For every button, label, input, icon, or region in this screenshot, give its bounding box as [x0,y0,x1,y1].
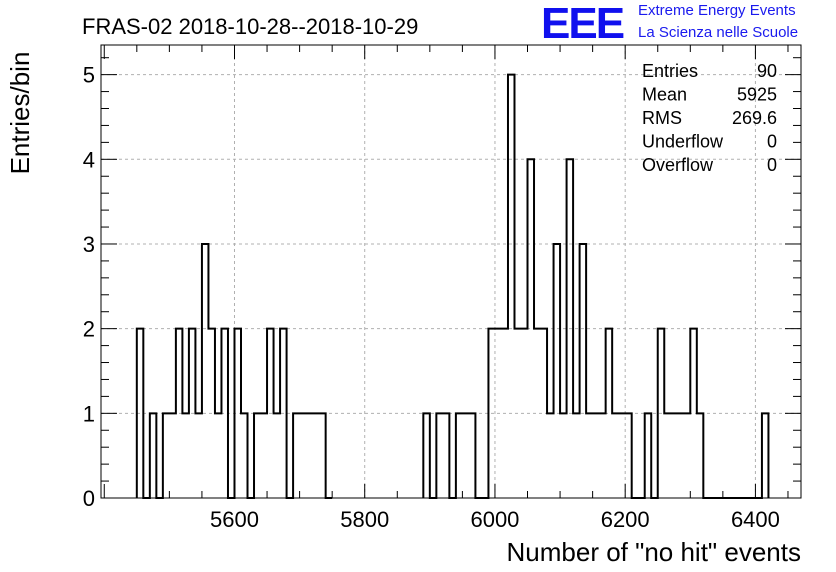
stats-value: 0 [767,132,777,152]
histogram-bin [586,413,593,498]
histogram-bin [677,413,684,498]
logo-line-1: Extreme Energy Events [638,2,796,19]
histogram-bin [606,329,613,498]
histogram-bin [241,413,248,498]
histogram-bin [189,329,196,498]
histogram-bin [514,329,521,498]
histogram-bin [150,413,157,498]
histogram-bin [261,413,268,498]
chart-title: FRAS-02 2018-10-28--2018-10-29 [82,14,418,39]
histogram-bin [534,329,541,498]
stats-value: 90 [757,61,777,81]
histogram-bin [671,413,678,498]
histogram-bin [176,329,183,498]
stats-label: RMS [642,108,682,128]
stats-box: Entries 90 Mean 5925 RMS 269.6 Underflow 0 Overf… [642,61,777,175]
stats-value: 5925 [737,85,777,105]
eee-logo-icon: EEE [541,0,625,48]
histogram-bin [137,329,144,498]
histogram-bin [254,413,261,498]
histogram-bin [612,413,619,498]
y-tick-label: 4 [83,147,95,172]
axis-ticks [101,45,801,499]
x-tick-label: 6000 [470,507,519,532]
histogram-bin [202,244,209,498]
histogram-bin [436,413,443,498]
y-tick-label: 2 [83,317,95,342]
histogram-bin [234,329,241,498]
histogram-bin [658,329,665,498]
histogram-bin [462,413,469,498]
stats-label: Entries [642,61,698,81]
histogram-bin [221,329,228,498]
histogram-bin [300,413,307,498]
histogram-bin [547,413,554,498]
stats-label: Mean [642,85,687,105]
histogram-bin [469,413,476,498]
y-axis-label: Entries/bin [5,52,35,175]
histogram-bin [580,244,587,498]
histogram-bin [508,75,515,498]
histogram-bin [306,413,313,498]
histogram-bin [625,413,632,498]
histogram-bin [443,413,450,498]
histogram-bin [560,413,567,498]
histogram-bin [664,413,671,498]
histogram-bin [554,244,561,498]
histogram-bin [319,413,326,498]
histogram-bin [313,413,320,498]
histogram-bin [619,413,626,498]
histogram-bin [456,413,463,498]
x-tick-label: 6200 [601,507,650,532]
histogram-bin [528,159,535,498]
histogram-bin [762,413,769,498]
x-tick-label: 5800 [340,507,389,532]
histogram-bin [195,413,202,498]
stats-label: Overflow [642,155,714,175]
histogram-bin [280,329,287,498]
histogram-bin [488,329,495,498]
histogram-bin [215,413,222,498]
y-tick-label: 5 [83,63,95,88]
stats-value: 0 [767,155,777,175]
histogram-outline [135,73,770,499]
x-tick-label: 6400 [731,507,780,532]
x-axis-label: Number of "no hit" events [507,537,802,567]
x-tick-label: 5600 [210,507,259,532]
histogram-bin [593,413,600,498]
y-tick-label: 3 [83,232,95,257]
histogram-bin [599,413,606,498]
logo-line-2: La Scienza nelle Scuole [638,24,799,41]
histogram-bin [208,329,215,498]
histogram-bin [423,413,430,498]
stats-label: Underflow [642,132,724,152]
y-tick-label: 0 [83,486,95,511]
histogram-bin [567,159,574,498]
histogram-bin [163,413,170,498]
histogram-bin [267,329,274,498]
histogram-bin [697,413,704,498]
tick-labels: 5600 5800 6000 6200 6400 0 1 2 3 4 5 [83,63,780,532]
histogram-bin [541,329,548,498]
histogram-bins [135,73,770,499]
histogram-bin [684,413,691,498]
histogram-bin [495,329,502,498]
histogram-bin [645,413,652,498]
histogram-bin [293,413,300,498]
histogram-bin [521,329,528,498]
histogram-bin [573,413,580,498]
stats-value: 269.6 [732,108,777,128]
histogram-bin [182,413,189,498]
histogram-bin [274,413,281,498]
histogram-bin [690,329,697,498]
y-tick-label: 1 [83,401,95,426]
histogram-bin [169,413,176,498]
histogram-bin [501,329,508,498]
